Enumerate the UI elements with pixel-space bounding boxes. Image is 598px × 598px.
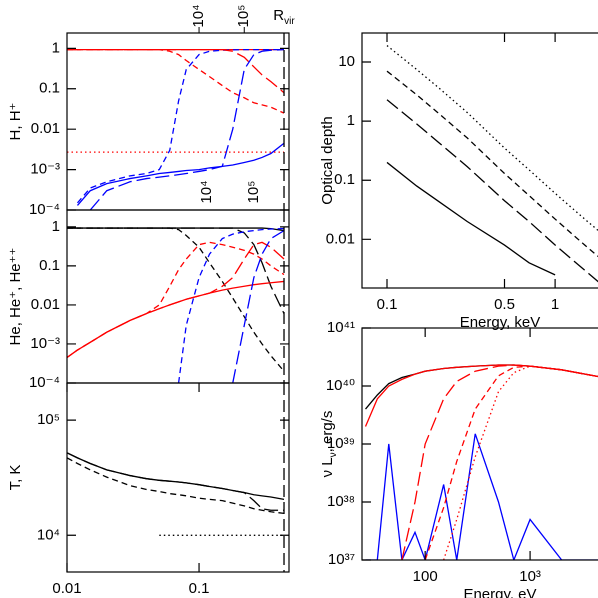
y-tick-label: 10³⁷ xyxy=(328,551,355,568)
top-label: 10⁵ xyxy=(235,5,252,28)
y-tick-label: 10 xyxy=(338,53,355,70)
data-line xyxy=(89,48,285,210)
y-tick-label: 0.01 xyxy=(31,120,60,137)
y-tick-label: 0.1 xyxy=(39,257,60,274)
rvir-label-part: vir xyxy=(284,16,295,27)
y-tick-label: 10⁴ xyxy=(37,526,60,543)
x-tick-label: 10³ xyxy=(519,568,541,585)
rvir-label: Rvir xyxy=(273,7,295,27)
data-line xyxy=(177,227,285,383)
data-line xyxy=(67,227,285,372)
y-tick-label: 10⁵ xyxy=(37,411,60,428)
y-tick-label: 10⁻⁴ xyxy=(29,201,60,218)
y-tick-label: 10⁴⁰ xyxy=(326,377,355,394)
data-line xyxy=(67,48,285,114)
data-line xyxy=(67,227,285,314)
y-tick-label: 1 xyxy=(52,39,60,56)
data-line xyxy=(386,45,598,232)
x-tick-label: 0.01 xyxy=(52,580,81,597)
data-line xyxy=(67,452,285,511)
top-label: 10⁴ xyxy=(190,4,207,27)
x-tick-label: 1 xyxy=(551,296,559,313)
y-axis-label-part: , erg/s xyxy=(319,411,336,453)
data-line xyxy=(76,48,285,204)
x-tick-label: 0.1 xyxy=(189,580,210,597)
y-tick-label: 1 xyxy=(347,112,355,129)
y-tick-label: 10⁻⁴ xyxy=(29,374,60,391)
plot-frame xyxy=(66,382,290,573)
y-axis-label: ν Lν, erg/s xyxy=(319,411,339,478)
data-line xyxy=(67,241,285,359)
y-axis-label: He, He⁺, He⁺⁺ xyxy=(7,248,24,346)
y-tick-label: 0.1 xyxy=(334,171,355,188)
data-line xyxy=(386,70,598,258)
data-line xyxy=(76,142,285,206)
radius-label: 10⁴ xyxy=(198,180,215,203)
x-axis-label: Energy, eV xyxy=(463,586,536,598)
y-axis-label-part: ν L xyxy=(319,457,336,477)
y-tick-label: 10⁻³ xyxy=(30,335,60,352)
data-line xyxy=(364,364,598,427)
y-tick-label: 10⁴¹ xyxy=(327,319,355,336)
x-tick-label: 0.5 xyxy=(494,296,515,313)
y-axis-label: H, H⁺ xyxy=(7,103,24,141)
data-line xyxy=(67,280,285,359)
x-tick-label: 0.1 xyxy=(377,296,398,313)
data-line xyxy=(401,364,598,560)
y-tick-label: 0.01 xyxy=(31,296,60,313)
y-tick-label: 0.1 xyxy=(39,80,60,97)
y-tick-label: 10³⁸ xyxy=(327,493,355,510)
data-line xyxy=(67,48,285,94)
data-line xyxy=(67,457,285,515)
y-tick-label: 10⁻³ xyxy=(30,161,60,178)
y-axis-label: Optical depth xyxy=(319,116,336,204)
y-tick-label: 1 xyxy=(52,218,60,235)
data-line xyxy=(386,161,556,276)
data-line xyxy=(365,433,598,560)
rvir-label-part: R xyxy=(273,7,284,24)
plot-frame xyxy=(66,209,290,384)
data-line xyxy=(365,364,598,410)
y-tick-label: 10³⁹ xyxy=(327,435,355,452)
plot-frame xyxy=(361,32,598,289)
data-line xyxy=(386,99,598,283)
radius-label: 10⁵ xyxy=(245,181,262,204)
data-line xyxy=(232,230,285,383)
x-tick-label: 100 xyxy=(413,568,438,585)
y-axis-label: T, K xyxy=(7,465,24,491)
y-axis-label-part: ν xyxy=(328,452,339,457)
x-axis-label: Energy, keV xyxy=(460,314,541,331)
y-tick-label: 0.01 xyxy=(326,230,355,247)
data-line xyxy=(443,365,598,560)
data-line xyxy=(67,241,285,359)
data-line xyxy=(67,452,285,501)
